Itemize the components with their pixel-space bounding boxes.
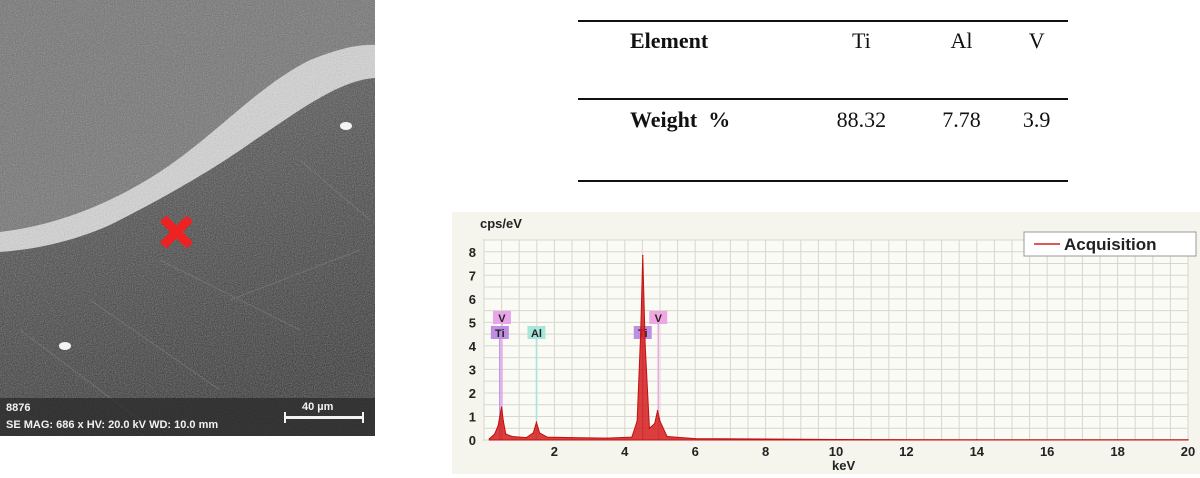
header-label: Element — [578, 20, 805, 60]
spectrum-data-point — [493, 433, 496, 435]
x-tick-label: 12 — [899, 444, 913, 459]
spectrum-data-point — [644, 345, 646, 347]
peak-marker-box — [490, 326, 509, 339]
weight-cell: 3.9 — [1005, 98, 1068, 140]
x-tick-label: 20 — [1181, 444, 1195, 459]
analysis-point-marker — [158, 214, 194, 250]
spectrum-data-point — [497, 425, 499, 427]
table-row: Weight % 88.32 7.78 3.9 — [578, 98, 1068, 140]
spectrum-data-point — [499, 415, 501, 418]
spectrum-data-point — [546, 436, 548, 438]
row-label: Weight % — [578, 98, 805, 140]
peak-marker-box — [527, 326, 546, 339]
particle — [59, 342, 71, 350]
scale-bar-label: 40 µm — [302, 401, 334, 413]
element-cell: Al — [917, 20, 1006, 60]
y-axis-label: cps/eV — [480, 216, 522, 231]
y-tick-label: 6 — [469, 292, 476, 307]
composition-table: Element Ti Al V Weight % 88.32 7.78 3.9 — [578, 20, 1068, 182]
spectrum-data-point — [631, 436, 633, 438]
table-row: Element Ti Al V — [578, 20, 1068, 60]
spectrum-data-point — [659, 420, 661, 422]
spectrum-data-point — [694, 437, 696, 440]
spectrum-data-point — [501, 406, 503, 408]
x-tick-label: 2 — [551, 444, 558, 459]
sem-image-id: 8876 — [6, 402, 31, 414]
peak-marker-box — [492, 311, 511, 324]
spectrum-data-point — [539, 432, 541, 434]
y-tick-label: 7 — [469, 268, 476, 283]
y-tick-label: 2 — [469, 386, 476, 401]
spectrum-data-point — [648, 427, 651, 429]
x-tick-label: 18 — [1110, 444, 1124, 459]
legend: Acquisition — [1023, 231, 1197, 257]
spectrum-data-point — [976, 439, 978, 441]
weight-cell: 7.78 — [917, 98, 1006, 140]
spectrum-data-point — [765, 438, 767, 440]
spectrum-data-point — [606, 437, 608, 439]
y-tick-label: 0 — [469, 433, 476, 448]
peak-label: V — [498, 313, 506, 325]
spectrum-data-point — [656, 409, 659, 412]
particle — [340, 122, 352, 130]
spectrum-data-point — [525, 437, 527, 439]
spectrum-data-point — [636, 420, 638, 422]
scale-bar — [284, 412, 364, 423]
spectrum-data-point — [640, 333, 642, 335]
x-tick-label: 10 — [829, 444, 843, 459]
spectrum-data-point — [571, 437, 573, 439]
spectrum-data-point — [505, 433, 507, 435]
x-tick-label: 6 — [692, 444, 699, 459]
element-cell: Ti — [805, 20, 918, 60]
spectrum-data-point — [666, 435, 668, 438]
spectrum-data-point — [488, 438, 490, 440]
y-tick-label: 8 — [469, 245, 476, 260]
legend-label: Acquisition — [1064, 235, 1157, 254]
element-cell: V — [1005, 20, 1068, 60]
y-tick-label: 1 — [469, 409, 476, 424]
x-axis-label: keV — [832, 458, 855, 473]
sem-parameters: SE MAG: 686 x HV: 20.0 kV WD: 10.0 mm — [6, 419, 219, 431]
sem-micrograph: 8876 SE MAG: 686 x HV: 20.0 kV WD: 10.0 … — [0, 0, 375, 436]
spectrum-data-point — [502, 420, 504, 422]
peak-label: Al — [531, 328, 542, 340]
sem-info-bar: 8876 SE MAG: 686 x HV: 20.0 kV WD: 10.0 … — [0, 400, 375, 436]
spectrum-data-point — [532, 432, 534, 434]
spectrum-data-point — [654, 422, 656, 425]
spectrum-data-point — [1187, 439, 1189, 441]
y-tick-label: 3 — [469, 362, 476, 377]
peak-marker-box — [649, 311, 668, 324]
y-tick-label: 4 — [469, 339, 477, 354]
x-tick-label: 16 — [1040, 444, 1054, 459]
x-tick-label: 8 — [762, 444, 769, 459]
weight-cell: 88.32 — [805, 98, 918, 140]
spectrum-data-point — [535, 421, 538, 423]
peak-label: Ti — [495, 328, 505, 340]
x-tick-label: 4 — [621, 444, 629, 459]
eds-spectrum-chart: cps/eV keV 2 4 6 8 10 12 14 16 18 20 0 1 2 3 4 5 6 7 8 V Ti… — [452, 212, 1200, 474]
peak-label: V — [655, 313, 663, 325]
spectrum-data-point — [835, 438, 837, 441]
x-tick-label: 14 — [970, 444, 985, 459]
y-tick-label: 5 — [469, 315, 476, 330]
spectrum-data-point — [642, 254, 644, 256]
spectrum-data-point — [511, 435, 513, 438]
